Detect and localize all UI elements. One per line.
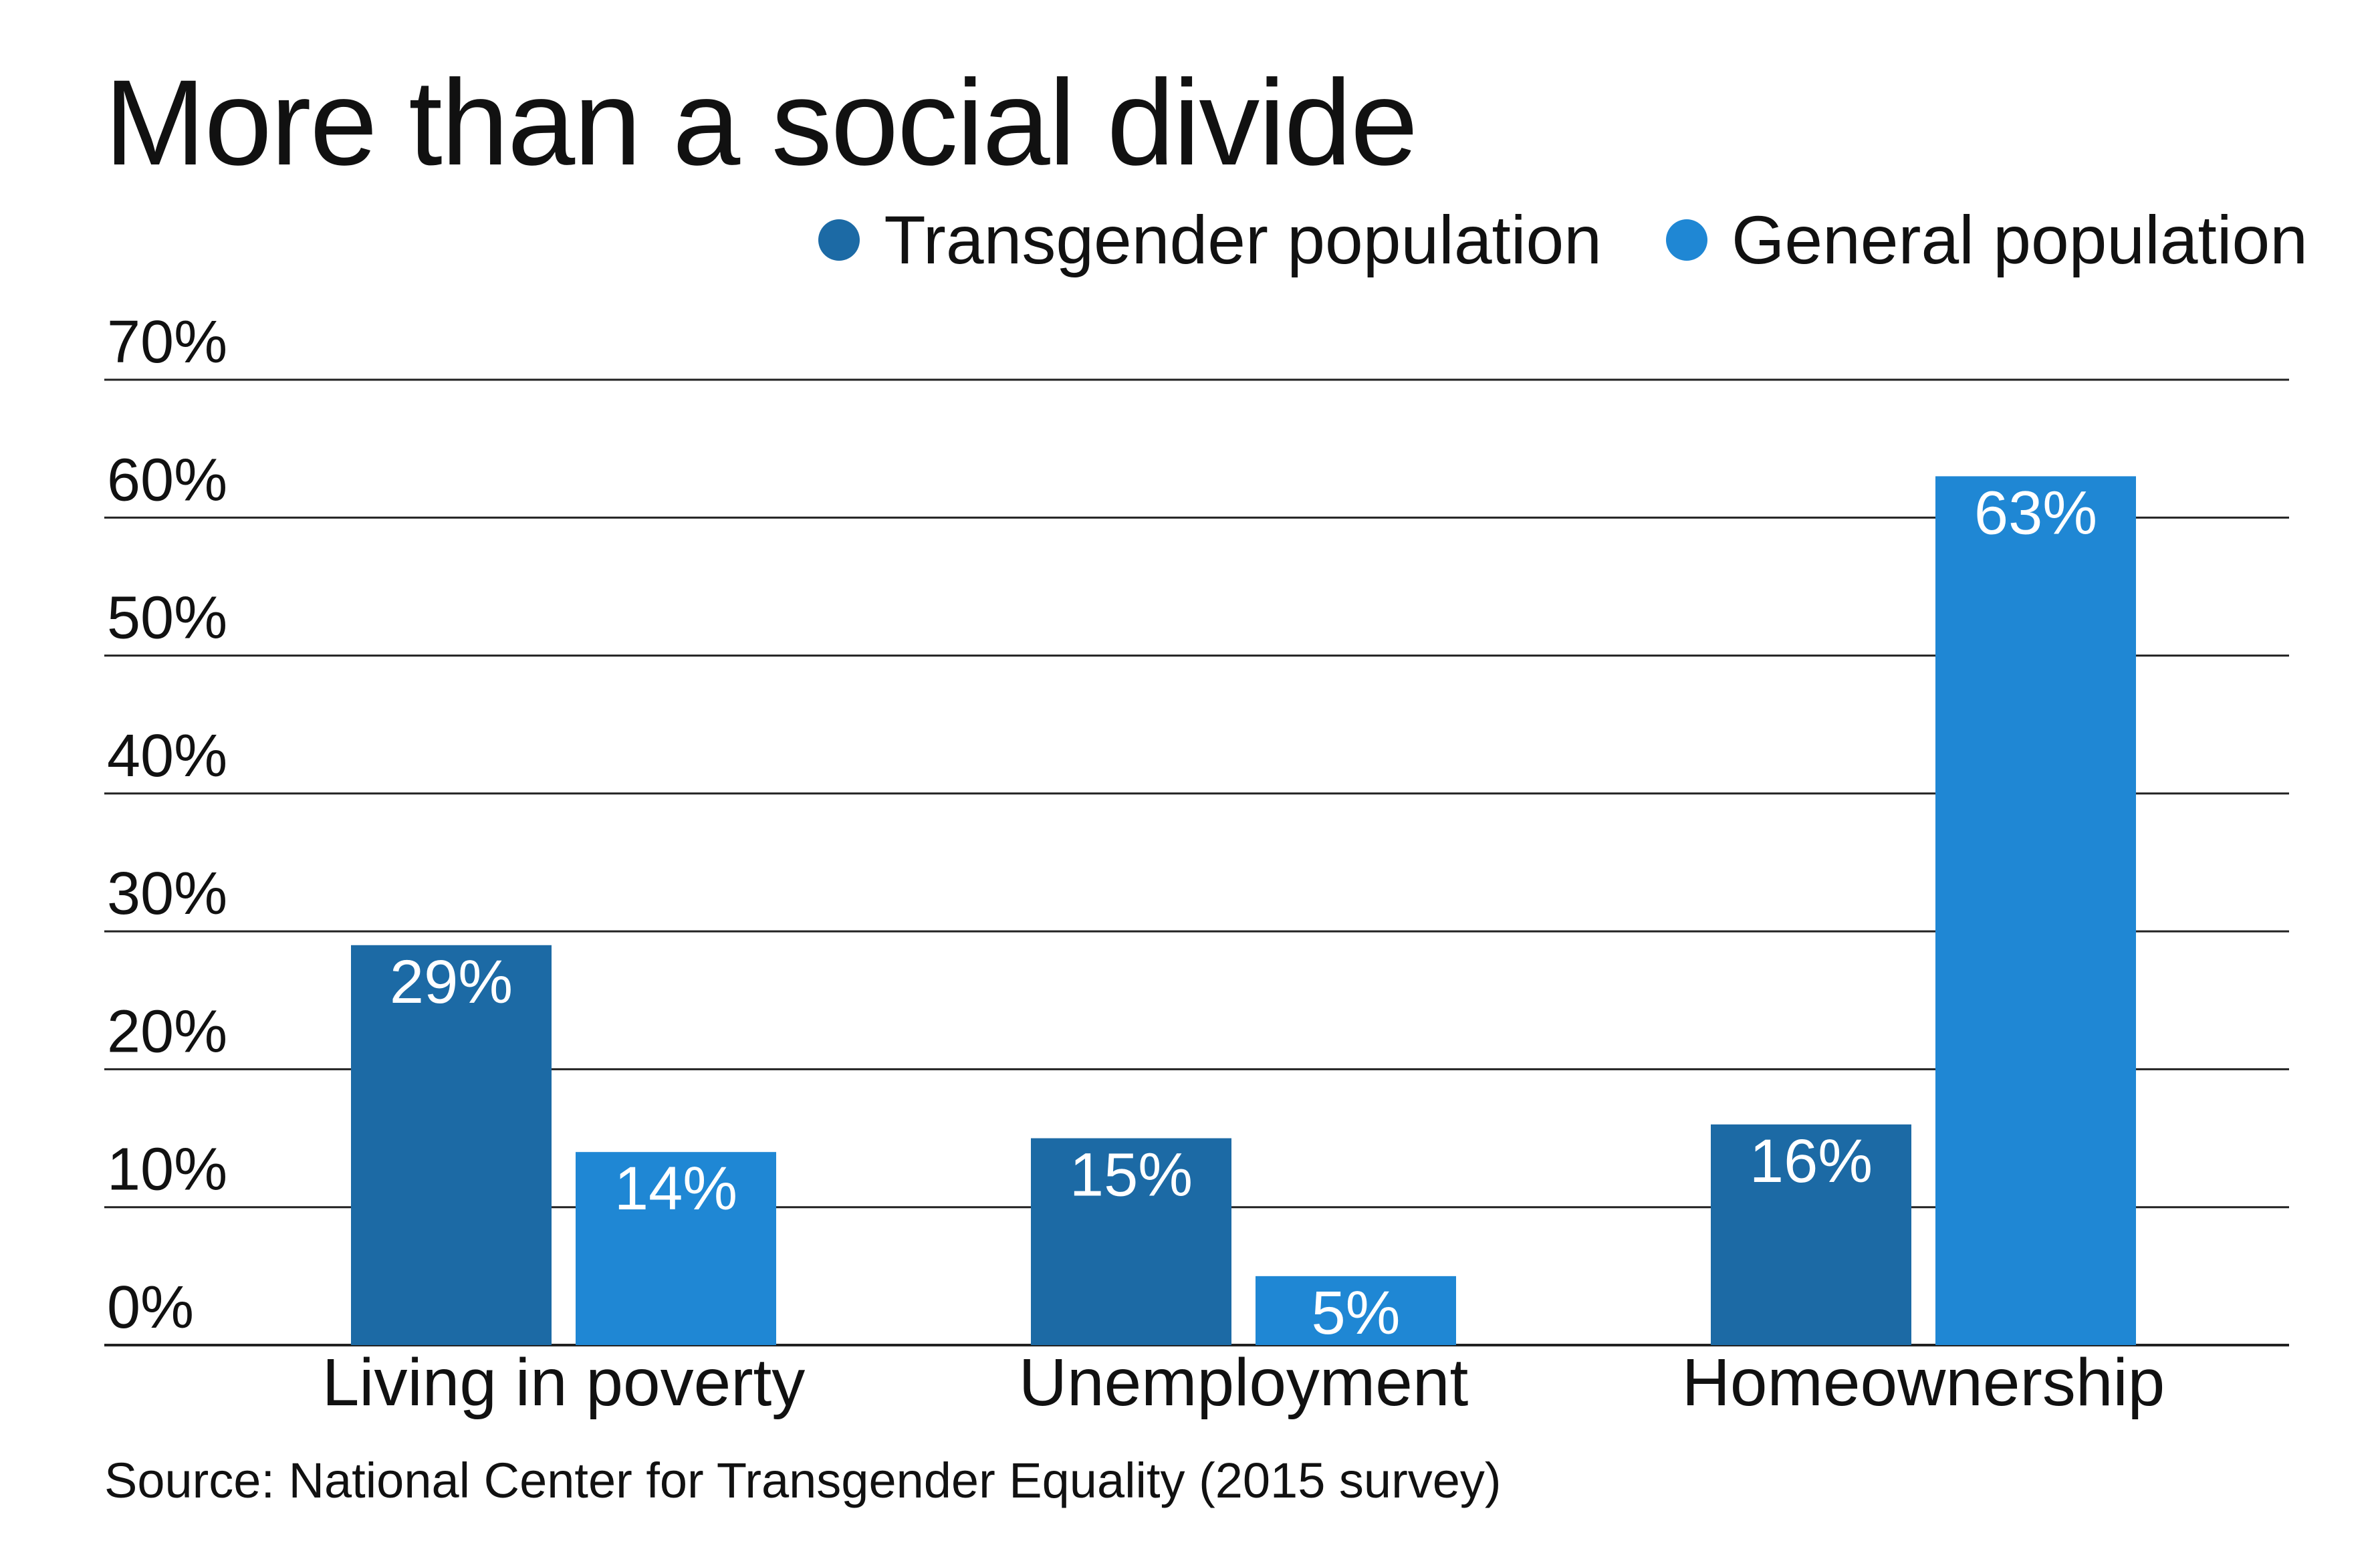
legend: Transgender population General populatio… (754, 206, 2308, 274)
bar (351, 945, 552, 1345)
legend-label-general: General population (1732, 202, 2308, 278)
y-tick-label: 60% (107, 447, 227, 513)
legend-swatch-general (1666, 219, 1708, 261)
legend-item-transgender: Transgender population (818, 206, 1602, 274)
bar (1031, 1138, 1231, 1345)
y-tick-label: 70% (107, 309, 227, 376)
bar-value-label: 29% (390, 948, 513, 1016)
bar-value-label: 15% (1070, 1141, 1193, 1209)
legend-item-general: General population (1666, 206, 2308, 274)
legend-swatch-transgender (818, 219, 860, 261)
bar (1256, 1276, 1456, 1345)
x-category-label: Homeownership (1682, 1345, 2165, 1420)
y-tick-label: 20% (107, 998, 227, 1065)
bar-value-label: 63% (1974, 479, 2097, 547)
bar (576, 1152, 776, 1345)
bar-value-label: 16% (1750, 1127, 1873, 1195)
x-category-label: Living in poverty (322, 1345, 806, 1420)
y-tick-label: 50% (107, 585, 227, 652)
bar-value-label: 14% (614, 1155, 737, 1223)
chart-title: More than a social divide (104, 54, 1418, 191)
y-tick-label: 40% (107, 723, 227, 790)
y-tick-label: 10% (107, 1137, 227, 1203)
y-tick-label: 0% (107, 1274, 194, 1341)
legend-label-transgender: Transgender population (884, 202, 1602, 278)
x-category-label: Unemployment (1019, 1345, 1469, 1420)
bar-value-label: 5% (1312, 1279, 1401, 1347)
bar (1711, 1124, 1911, 1345)
y-tick-label: 30% (107, 860, 227, 927)
bar (1935, 476, 2136, 1345)
source-note: Source: National Center for Transgender … (104, 1453, 1502, 1508)
